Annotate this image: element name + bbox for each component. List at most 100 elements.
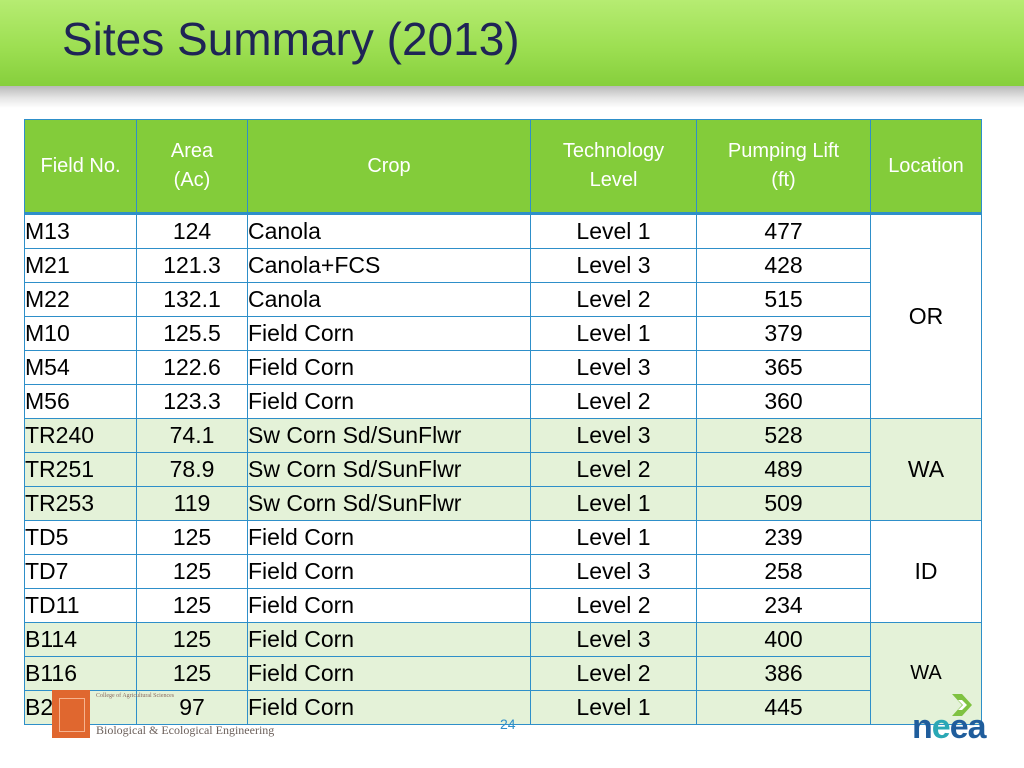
cell-area: 78.9 [136,452,248,487]
neea-wordmark: neea [912,708,987,746]
cell-field-no: M54 [24,350,137,385]
cell-technology-level: Level 2 [530,452,697,487]
cell-field-no: TD7 [24,554,137,589]
header-field-no: Field No. [24,119,137,214]
cell-crop: Field Corn [247,656,531,691]
cell-area: 125 [136,622,248,657]
header-lift-line2: (ft) [771,169,796,191]
cell-area: 124 [136,213,248,249]
cell-field-no: TD11 [24,588,137,623]
department-name: Biological & Ecological Engineering [96,723,275,737]
cell-technology-level: Level 1 [530,520,697,555]
cell-location-wa: WA [870,418,982,521]
cell-crop: Field Corn [247,316,531,351]
cell-technology-level: Level 1 [530,316,697,351]
cell-pumping-lift: 509 [696,486,871,521]
cell-field-no: TD5 [24,520,137,555]
cell-technology-level: Level 3 [530,622,697,657]
cell-pumping-lift: 428 [696,248,871,283]
neea-logo: neea [910,690,1000,750]
sites-summary-table: Field No. Area (Ac) Crop Technology Level … [24,119,982,725]
cell-pumping-lift: 258 [696,554,871,589]
header-lift-line1: Pumping Lift [727,140,840,162]
cell-area: 125.5 [136,316,248,351]
table-row: TR240 74.1 Sw Corn Sd/SunFlwr Level 3 52… [24,418,982,521]
cell-pumping-lift: 445 [696,690,871,725]
header-area: Area (Ac) [136,119,248,214]
page-number: 24 [500,716,516,732]
header-tech-line1: Technology [562,140,665,162]
cell-crop: Field Corn [247,554,531,589]
cell-crop: Sw Corn Sd/SunFlwr [247,486,531,521]
table-row: TD5 125 Field Corn Level 1 239 ID [24,520,982,623]
banner-shadow [0,86,1024,108]
title-banner [0,0,1024,86]
header-technology-level: Technology Level [530,119,697,214]
cell-technology-level: Level 3 [530,418,697,453]
cell-crop: Canola [247,213,531,249]
cell-field-no: B114 [24,622,137,657]
header-pumping-lift: Pumping Lift (ft) [696,119,871,214]
cell-crop: Field Corn [247,622,531,657]
cell-area: 125 [136,554,248,589]
cell-field-no: TR240 [24,418,137,453]
cell-crop: Field Corn [247,520,531,555]
cell-pumping-lift: 386 [696,656,871,691]
table-row: M13 124 Canola Level 1 477 OR [24,213,982,419]
table-row: TR253 119 Sw Corn Sd/SunFlwr Level 1 509 [24,486,982,521]
cell-area: 74.1 [136,418,248,453]
cell-crop: Field Corn [247,384,531,419]
table-row: TD11 125 Field Corn Level 2 234 [24,588,982,623]
page-title: Sites Summary (2013) [62,13,520,65]
cell-area: 125 [136,520,248,555]
cell-area: 119 [136,486,248,521]
header-tech-line2: Level [589,169,638,191]
cell-crop: Canola+FCS [247,248,531,283]
cell-pumping-lift: 515 [696,282,871,317]
cell-pumping-lift: 477 [696,213,871,249]
cell-crop: Field Corn [247,690,531,725]
cell-location-or: OR [870,213,982,419]
cell-area: 122.6 [136,350,248,385]
cell-crop: Field Corn [247,350,531,385]
cell-crop: Sw Corn Sd/SunFlwr [247,418,531,453]
cell-technology-level: Level 3 [530,248,697,283]
cell-pumping-lift: 379 [696,316,871,351]
cell-crop: Field Corn [247,588,531,623]
table-row: TD7 125 Field Corn Level 3 258 [24,554,982,589]
cell-technology-level: Level 1 [530,690,697,725]
table-row: B116 125 Field Corn Level 2 386 [24,656,982,691]
table-row: TR251 78.9 Sw Corn Sd/SunFlwr Level 2 48… [24,452,982,487]
table-header-row: Field No. Area (Ac) Crop Technology Level … [24,119,982,214]
table-row: M22 132.1 Canola Level 2 515 [24,282,982,317]
university-footer-logo: College of Agricultural Sciences Biologi… [52,690,292,740]
header-area-line2: (Ac) [173,169,211,191]
cell-pumping-lift: 234 [696,588,871,623]
cell-area: 125 [136,656,248,691]
cell-area: 121.3 [136,248,248,283]
cell-area: 132.1 [136,282,248,317]
table-row: M56 123.3 Field Corn Level 2 360 [24,384,982,419]
cell-pumping-lift: 365 [696,350,871,385]
table-row: M21 121.3 Canola+FCS Level 3 428 [24,248,982,283]
header-crop: Crop [247,119,531,214]
cell-technology-level: Level 2 [530,588,697,623]
cell-pumping-lift: 489 [696,452,871,487]
cell-field-no: TR253 [24,486,137,521]
cell-location-id: ID [870,520,982,623]
cell-field-no: B116 [24,656,137,691]
cell-technology-level: Level 1 [530,486,697,521]
cell-field-no: M22 [24,282,137,317]
chevron-right-icon [952,694,972,716]
cell-field-no: M13 [24,213,137,249]
cell-field-no: TR251 [24,452,137,487]
cell-technology-level: Level 2 [530,282,697,317]
cell-technology-level: Level 2 [530,656,697,691]
cell-crop: Sw Corn Sd/SunFlwr [247,452,531,487]
cell-pumping-lift: 528 [696,418,871,453]
cell-field-no: M56 [24,384,137,419]
cell-pumping-lift: 400 [696,622,871,657]
cell-technology-level: Level 3 [530,350,697,385]
header-area-line1: Area [170,140,214,162]
table-row: B114 125 Field Corn Level 3 400 WA [24,622,982,725]
